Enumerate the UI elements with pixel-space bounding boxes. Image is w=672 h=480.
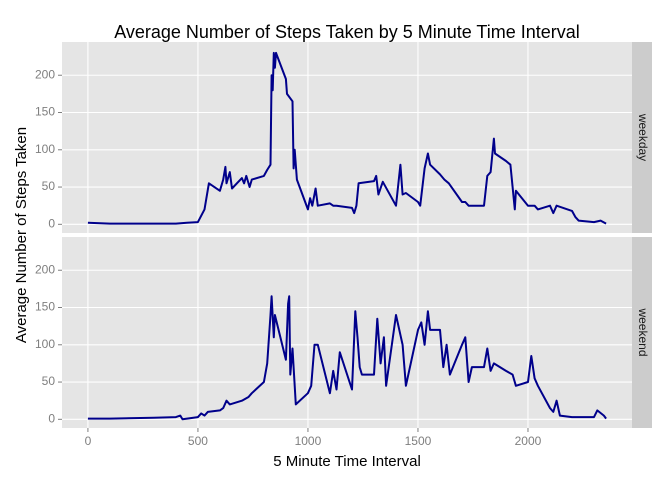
panel-background — [62, 237, 632, 428]
facet-strip — [632, 237, 652, 428]
y-axis-label: Average Number of Steps Taken — [13, 127, 30, 343]
y-tick-label: 0 — [48, 411, 55, 425]
data-line — [87, 51, 607, 225]
y-tick-label: 100 — [35, 337, 55, 351]
x-tick-label: 1000 — [295, 434, 322, 448]
x-tick-label: 1500 — [405, 434, 432, 448]
facet-strip — [632, 42, 652, 233]
y-tick-label: 150 — [35, 300, 55, 314]
y-tick-label: 50 — [42, 374, 56, 388]
y-tick-label: 150 — [35, 105, 55, 119]
panel-background — [62, 42, 632, 233]
facet-label: weekday — [636, 113, 650, 161]
x-axis-label: 5 Minute Time Interval — [273, 453, 421, 470]
y-tick-label: 0 — [48, 216, 55, 230]
data-line — [87, 295, 607, 421]
x-tick-label: 2000 — [515, 434, 542, 448]
y-tick-label: 200 — [35, 67, 55, 81]
y-tick-label: 100 — [35, 142, 55, 156]
facet-label: weekend — [636, 307, 650, 356]
chart-title: Average Number of Steps Taken by 5 Minut… — [114, 22, 580, 42]
x-tick-label: 500 — [188, 434, 208, 448]
y-tick-label: 50 — [42, 179, 56, 193]
x-tick-label: 0 — [85, 434, 92, 448]
y-tick-label: 200 — [35, 262, 55, 276]
